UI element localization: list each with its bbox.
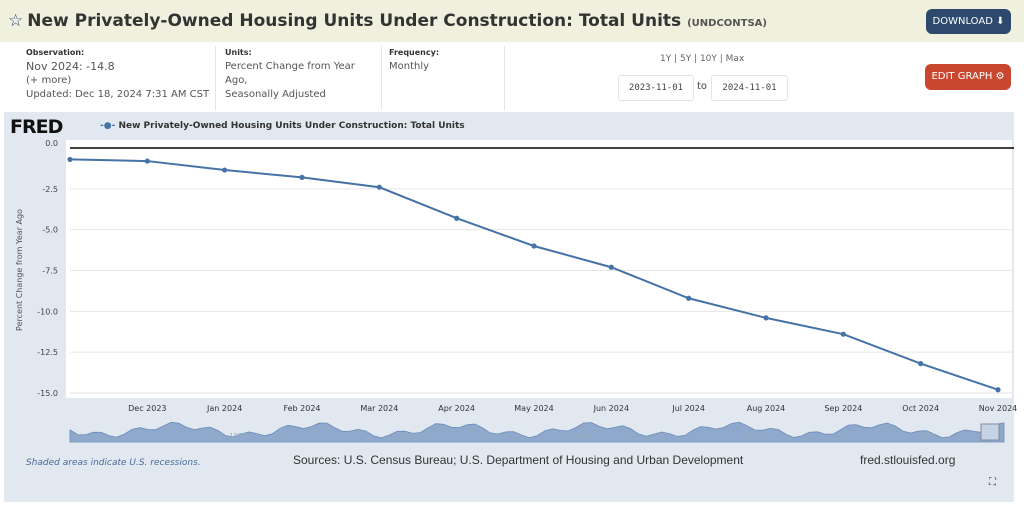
obs-label: Observation: [26, 48, 85, 57]
x-tick-label: Mar 2024 [360, 404, 398, 413]
start-date-input[interactable]: 2023-11-01 [618, 75, 694, 101]
x-tick-label: Jan 2024 [206, 404, 242, 413]
data-point [531, 243, 537, 249]
freq-label: Frequency: [389, 48, 440, 57]
freq-value: Monthly [389, 61, 430, 72]
navigator-label: 2000 [573, 432, 591, 440]
range-links[interactable]: 1Y | 5Y | 10Y | Max [660, 54, 745, 64]
navigator-label: 1990 [401, 432, 419, 440]
recession-note: Shaded areas indicate U.S. recessions. [26, 458, 201, 468]
end-date-input[interactable]: 2024-11-01 [711, 75, 788, 101]
data-point [376, 184, 382, 190]
header-bar: ☆ New Privately-Owned Housing Units Under… [0, 0, 1024, 42]
y-tick-label: -7.5 [42, 267, 58, 276]
y-tick-label: -10.0 [37, 307, 58, 316]
chart-legend: -●- New Privately-Owned Housing Units Un… [100, 121, 465, 131]
navigator-label: 1980 [229, 432, 247, 440]
obs-value: Nov 2024: -14.8 [26, 60, 115, 73]
y-tick-label: -5.0 [42, 226, 58, 235]
series-code: (UNDCONTSA) [687, 18, 767, 29]
data-point [454, 215, 460, 221]
navigator-label: 2010 [745, 432, 763, 440]
units-label: Units: [225, 48, 252, 57]
units-value-2: Seasonally Adjusted [225, 89, 326, 100]
x-tick-label: Jun 2024 [593, 404, 629, 413]
units-block: Units: Percent Change from Year Ago, Sea… [225, 46, 365, 102]
edit-graph-button[interactable]: EDIT GRAPH ⚙ [925, 64, 1011, 90]
divider [215, 46, 216, 110]
data-point [918, 361, 924, 367]
sources-text: Sources: U.S. Census Bureau; U.S. Depart… [293, 453, 744, 467]
data-point [67, 156, 73, 163]
data-point [763, 315, 769, 321]
plot-area [66, 140, 1012, 398]
download-button[interactable]: DOWNLOAD ⬇ [926, 9, 1011, 34]
divider [504, 46, 505, 110]
x-tick-label: Feb 2024 [283, 404, 320, 413]
legend-marker-icon: -●- [100, 121, 116, 131]
x-tick-label: Sep 2024 [824, 404, 862, 413]
data-point [840, 331, 846, 337]
data-point [608, 264, 614, 270]
y-tick-label: -15.0 [37, 389, 58, 398]
more-link[interactable]: (+ more) [26, 75, 72, 86]
data-point [144, 158, 150, 164]
updated-text: Updated: Dec 18, 2024 7:31 AM CST [26, 89, 210, 100]
data-point [222, 167, 228, 173]
fred-logo: FRED [10, 116, 63, 138]
x-tick-label: Jul 2024 [671, 404, 705, 413]
x-tick-label: Aug 2024 [747, 404, 786, 413]
x-tick-label: Dec 2023 [128, 404, 166, 413]
x-tick-label: Oct 2024 [902, 404, 939, 413]
navigator-area [69, 421, 1005, 443]
data-point [299, 174, 305, 180]
fullscreen-icon[interactable]: ⛶ [989, 477, 996, 488]
fred-url[interactable]: fred.stlouisfed.org [860, 453, 956, 467]
navigator-label: 2020 [917, 432, 935, 440]
y-axis-label: Percent Change from Year Ago [15, 209, 24, 331]
y-tick-label: 0.0 [45, 139, 58, 148]
navigator-handle[interactable] [980, 423, 1000, 441]
title-text: New Privately-Owned Housing Units Under … [27, 11, 682, 31]
page-title: ☆ New Privately-Owned Housing Units Under… [8, 11, 767, 31]
y-tick-label: -12.5 [37, 348, 58, 357]
star-icon[interactable]: ☆ [8, 11, 24, 31]
x-tick-label: Nov 2024 [979, 404, 1018, 413]
y-tick-label: -2.5 [42, 185, 58, 194]
to-label: to [697, 81, 708, 92]
divider [381, 46, 382, 110]
frequency-block: Frequency: Monthly [389, 46, 439, 74]
observation-block: Observation: Nov 2024: -14.8 (+ more) Up… [26, 46, 209, 102]
x-tick-label: May 2024 [514, 404, 553, 413]
data-point [995, 387, 1001, 393]
legend-label: New Privately-Owned Housing Units Under … [118, 121, 465, 131]
data-point [686, 295, 692, 301]
x-tick-label: Apr 2024 [438, 404, 475, 413]
units-value: Percent Change from Year Ago, [225, 61, 355, 86]
